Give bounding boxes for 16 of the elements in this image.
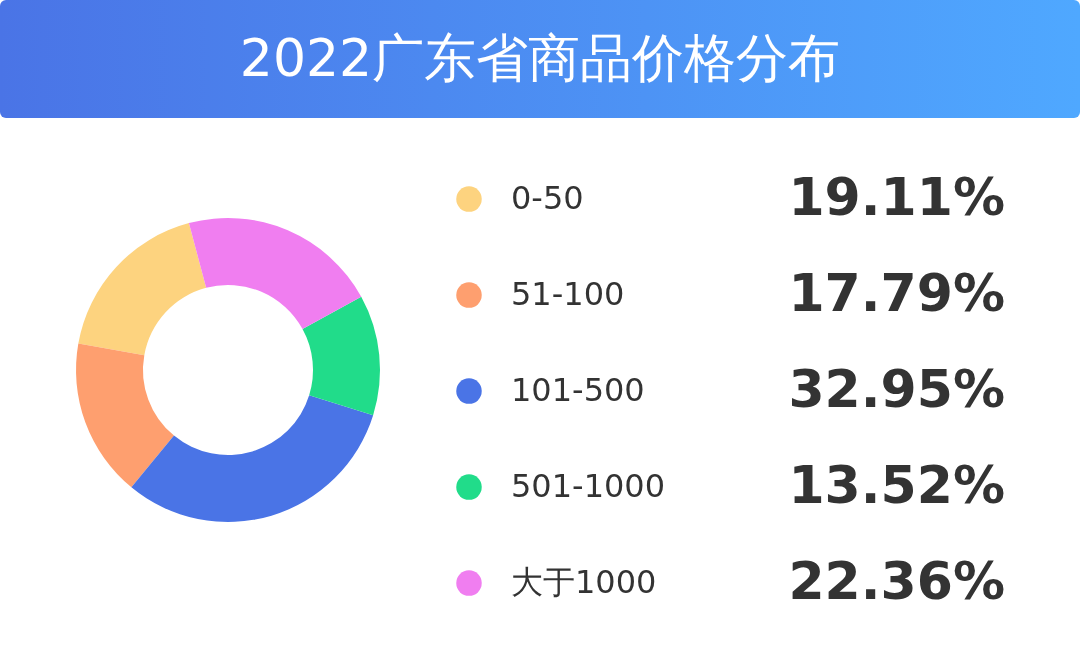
- donut-slice: [131, 395, 374, 522]
- data-label: 22.36%: [788, 551, 1005, 612]
- donut-slice: [302, 296, 380, 416]
- data-label: 13.52%: [788, 455, 1005, 516]
- data-label: 32.95%: [788, 359, 1005, 420]
- legend-label: 大于1000: [511, 563, 657, 602]
- data-label: 19.11%: [788, 167, 1005, 228]
- legend-label: 0-50: [511, 179, 584, 218]
- donut-slice: [76, 343, 174, 488]
- legend-label: 501-1000: [511, 467, 666, 506]
- legend-label: 51-100: [511, 275, 625, 314]
- chart-title: 2022广东省商品价格分布: [239, 27, 841, 90]
- donut-slice: [78, 223, 207, 356]
- data-label: 17.79%: [788, 263, 1005, 324]
- legend-label: 101-500: [511, 371, 645, 410]
- donut-slice: [188, 218, 362, 330]
